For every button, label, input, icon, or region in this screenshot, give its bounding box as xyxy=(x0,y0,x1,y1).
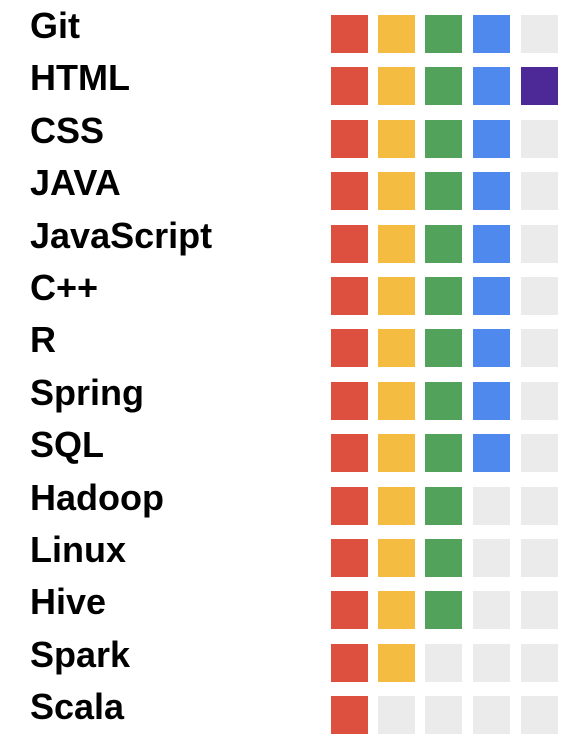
skill-level-square-filled xyxy=(473,15,510,53)
skill-level-square-filled xyxy=(425,434,462,473)
skill-level-square-empty xyxy=(473,538,510,577)
skill-level-square-filled xyxy=(331,696,368,735)
skill-level-square-filled xyxy=(331,434,368,473)
skill-row: JAVA xyxy=(0,165,588,217)
skill-row: Hadoop xyxy=(0,476,588,532)
skill-level-square-filled xyxy=(425,381,462,420)
skill-level-square-empty xyxy=(473,696,510,735)
skill-level-square-empty xyxy=(425,696,462,735)
skill-level-square-filled xyxy=(378,172,415,211)
skill-level-square-empty xyxy=(521,276,558,315)
skill-level-square-filled xyxy=(331,486,368,525)
skill-row: Hive xyxy=(0,584,588,636)
skill-name: Git xyxy=(30,5,80,46)
skill-level-square-filled xyxy=(425,15,462,53)
skill-level-square-empty xyxy=(521,434,558,473)
skill-level-square-filled xyxy=(378,643,415,682)
skill-row: SQL xyxy=(0,427,588,479)
skill-level-square-filled xyxy=(331,538,368,577)
skill-level-square-empty xyxy=(521,591,558,630)
skill-level-square-filled xyxy=(425,538,462,577)
skill-level-square-empty xyxy=(521,329,558,368)
skill-level-square-empty xyxy=(521,224,558,263)
skill-level-square-filled xyxy=(473,434,510,473)
skill-level-square-empty xyxy=(473,486,510,525)
skill-level-square-empty xyxy=(521,696,558,735)
skill-row: CSS xyxy=(0,109,588,165)
skill-row: HTML xyxy=(0,60,588,112)
skill-level-square-empty xyxy=(425,643,462,682)
skill-level-square-empty xyxy=(521,15,558,53)
skills-list: Git HTML CSS JAVA JavaScript C++ R Spring SQL Had… xyxy=(0,8,588,741)
skill-level-square-filled xyxy=(378,329,415,368)
skill-name: C++ xyxy=(30,266,99,308)
skill-row: JavaScript xyxy=(0,214,588,270)
skill-row: Spring xyxy=(0,371,588,427)
skill-level-square-filled xyxy=(378,67,415,106)
skill-level-square-filled xyxy=(425,276,462,315)
skill-level-square-filled xyxy=(331,276,368,315)
skill-level-square-filled xyxy=(473,67,510,106)
skill-level-square-empty xyxy=(473,591,510,630)
skill-level-square-filled xyxy=(331,591,368,630)
skill-row: Git xyxy=(0,8,588,60)
skill-level-square-filled xyxy=(425,486,462,525)
skill-level-square-filled xyxy=(378,119,415,158)
skill-name: JavaScript xyxy=(30,214,213,256)
skill-row: R xyxy=(0,322,588,374)
skill-level-square-filled xyxy=(473,172,510,211)
skill-level-square-filled xyxy=(331,15,368,53)
skill-name: Scala xyxy=(30,686,125,728)
skill-name: Hadoop xyxy=(30,476,164,518)
skill-level-square-empty xyxy=(521,486,558,525)
skill-name: Hive xyxy=(30,581,107,623)
skill-row: C++ xyxy=(0,266,588,322)
skill-level-square-empty xyxy=(521,119,558,158)
skill-level-square-filled xyxy=(521,67,558,106)
skill-level-square-filled xyxy=(378,381,415,420)
skill-level-square-filled xyxy=(378,224,415,263)
skill-level-square-filled xyxy=(425,591,462,630)
skill-level-square-empty xyxy=(473,643,510,682)
skill-level-square-empty xyxy=(378,696,415,735)
skill-level-square-filled xyxy=(378,276,415,315)
skill-name: SQL xyxy=(30,424,105,466)
skill-name: HTML xyxy=(30,57,130,99)
skill-row: Linux xyxy=(0,528,588,584)
skill-level-square-filled xyxy=(378,538,415,577)
skill-level-square-filled xyxy=(425,119,462,158)
skill-name: Linux xyxy=(30,528,126,570)
skill-level-square-filled xyxy=(473,119,510,158)
skill-level-square-filled xyxy=(378,15,415,53)
skill-level-square-filled xyxy=(331,119,368,158)
skill-level-square-filled xyxy=(378,434,415,473)
skill-level-square-filled xyxy=(425,172,462,211)
skill-level-square-filled xyxy=(331,224,368,263)
skill-name: JAVA xyxy=(30,162,121,204)
skill-level-square-empty xyxy=(521,643,558,682)
skill-level-square-filled xyxy=(473,276,510,315)
skill-level-square-filled xyxy=(378,591,415,630)
skill-row: Spark xyxy=(0,633,588,689)
skill-level-square-filled xyxy=(425,329,462,368)
skill-level-square-filled xyxy=(425,224,462,263)
skill-level-square-empty xyxy=(521,381,558,420)
skill-level-square-filled xyxy=(378,486,415,525)
skill-level-square-empty xyxy=(521,172,558,211)
skill-name: R xyxy=(30,319,56,361)
skill-level-square-filled xyxy=(473,381,510,420)
skill-name: CSS xyxy=(30,109,105,151)
skill-level-square-empty xyxy=(521,538,558,577)
skill-level-square-filled xyxy=(473,224,510,263)
skill-name: Spring xyxy=(30,371,144,413)
skill-row: Scala xyxy=(0,689,588,741)
skill-level-square-filled xyxy=(331,67,368,106)
skill-level-square-filled xyxy=(331,329,368,368)
skill-level-square-filled xyxy=(331,643,368,682)
skill-name: Spark xyxy=(30,633,131,675)
skill-level-square-filled xyxy=(331,172,368,211)
skill-level-square-filled xyxy=(473,329,510,368)
skill-level-square-filled xyxy=(331,381,368,420)
skill-level-square-filled xyxy=(425,67,462,106)
